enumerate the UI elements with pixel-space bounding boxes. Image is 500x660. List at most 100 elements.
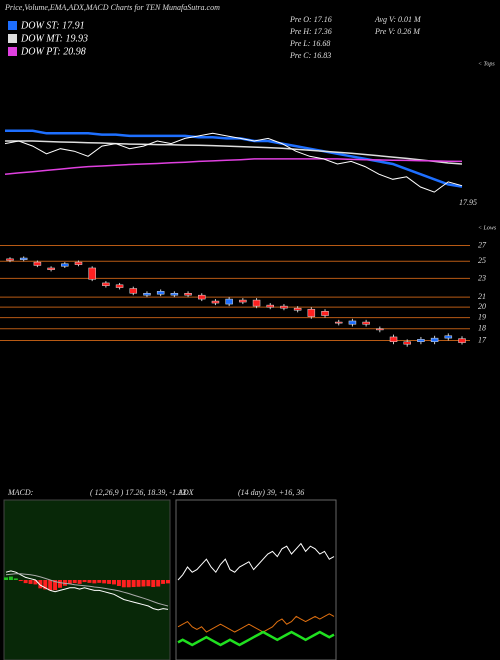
histogram-bar — [151, 580, 156, 588]
candle-body — [88, 267, 96, 280]
candle-body — [129, 288, 138, 294]
legend-swatch — [8, 34, 17, 43]
candle-body — [47, 267, 55, 270]
legend-swatch — [8, 21, 17, 30]
corner-label: < Lows — [478, 225, 497, 231]
panel-title: ADX — [177, 488, 195, 497]
histogram-bar — [102, 580, 107, 584]
candle-body — [74, 261, 83, 265]
y-tick-label: 19 — [478, 313, 486, 322]
histogram-bar — [112, 580, 116, 585]
candle-body — [403, 341, 411, 345]
y-tick-label: 17 — [478, 335, 487, 344]
line — [177, 630, 335, 647]
panel-title: MACD: — [7, 488, 34, 497]
candle-body — [389, 336, 398, 343]
histogram-bar — [156, 580, 161, 587]
y-tick-label: 23 — [478, 273, 486, 282]
histogram-bar — [116, 580, 121, 586]
y-tick-label: 27 — [478, 240, 487, 249]
histogram-bar — [33, 580, 38, 585]
line — [4, 158, 463, 175]
legend-swatch — [8, 47, 17, 56]
candle-body — [266, 304, 274, 308]
histogram-bar — [58, 580, 62, 588]
candle-body — [334, 321, 343, 324]
histogram-bar — [38, 580, 43, 589]
candle-body — [362, 321, 370, 325]
histogram-bar — [77, 580, 82, 584]
histogram-bar — [53, 580, 58, 591]
histogram-bar — [23, 580, 28, 584]
candle-body — [184, 292, 192, 296]
histogram-bar — [82, 580, 87, 583]
candle-body — [170, 292, 179, 296]
histogram-bar — [161, 580, 166, 584]
histogram-bar — [87, 580, 92, 583]
corner-label: < Tops — [478, 61, 495, 67]
histogram-bar — [126, 580, 131, 588]
legend-label: DOW PT: 20.98 — [20, 46, 86, 57]
candle-body — [19, 257, 28, 260]
histogram-bar — [48, 580, 53, 591]
candle-body — [239, 299, 247, 303]
legend-label: DOW MT: 19.93 — [20, 33, 88, 44]
histogram-bar — [136, 580, 141, 587]
histogram-bar — [13, 578, 18, 580]
annotation: 17.95 — [459, 198, 477, 207]
histogram-bar — [131, 580, 136, 588]
histogram-bar — [72, 580, 77, 584]
candle-body — [102, 282, 110, 286]
histogram-bar — [8, 576, 13, 580]
histogram-bar — [146, 580, 151, 587]
panel-subtitle: (14 day) 39, +16, 36 — [238, 488, 304, 497]
candle-body — [376, 328, 384, 331]
y-tick-label: 20 — [478, 302, 486, 311]
candle-body — [61, 263, 69, 267]
histogram-bar — [97, 580, 102, 583]
adx-panel — [175, 499, 337, 660]
histogram-bar — [18, 580, 23, 582]
histogram-bar — [107, 580, 112, 584]
candle-body — [6, 258, 14, 261]
stat: Pre L: 16.68 — [289, 39, 330, 48]
line — [5, 129, 463, 188]
candle-body — [293, 307, 302, 311]
candle-body — [444, 335, 453, 339]
histogram-bar — [67, 580, 72, 584]
candle-body — [115, 284, 124, 288]
candle-body — [211, 300, 220, 304]
candle-body — [307, 308, 316, 317]
candle-body — [252, 299, 261, 307]
chart-title: Price,Volume,EMA,ADX,MACD Charts for TEN… — [4, 3, 220, 12]
histogram-bar — [28, 580, 33, 584]
y-tick-label: 25 — [478, 256, 486, 265]
line — [177, 542, 335, 581]
candle-body — [417, 339, 425, 343]
legend-label: DOW ST: 17.91 — [20, 20, 85, 31]
candle-body — [198, 294, 206, 300]
stat: Avg V: 0.01 M — [374, 15, 422, 24]
y-tick-label: 21 — [478, 292, 486, 301]
stat: Pre C: 16.83 — [289, 51, 331, 60]
line — [5, 140, 463, 165]
histogram-bar — [43, 580, 48, 590]
stat: Pre V: 0.26 M — [374, 27, 421, 36]
y-tick-label: 18 — [478, 324, 486, 333]
candle-body — [348, 320, 357, 325]
candle-body — [280, 305, 288, 309]
stat: Pre O: 17.16 — [289, 15, 332, 24]
histogram-bar — [4, 577, 8, 580]
panel-subtitle: ( 12,26,9 ) 17.26, 18.39, -1.13 — [90, 488, 186, 497]
histogram-bar — [62, 580, 67, 586]
histogram-bar — [92, 580, 97, 584]
line — [5, 570, 169, 611]
line — [5, 573, 169, 607]
candle-body — [143, 292, 151, 296]
stat: Pre H: 17.36 — [289, 27, 332, 36]
line — [177, 613, 335, 633]
histogram-bar — [141, 580, 146, 587]
candle-body — [225, 298, 233, 305]
candle-body — [321, 311, 329, 316]
candle-body — [33, 261, 42, 266]
